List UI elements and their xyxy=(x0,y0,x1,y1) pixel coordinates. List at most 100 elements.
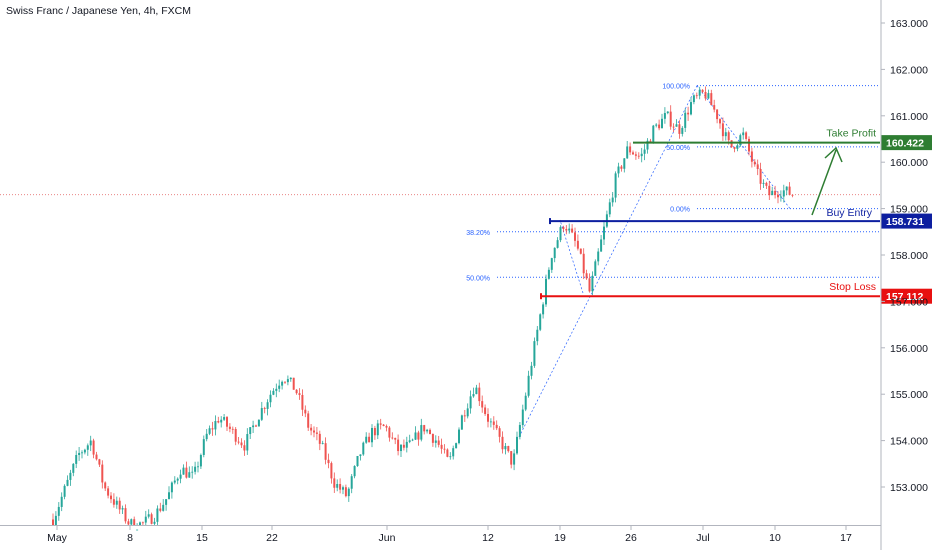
candle-body xyxy=(411,439,414,441)
candle-body xyxy=(431,434,434,443)
candle-body xyxy=(730,140,733,148)
candle-down xyxy=(629,142,632,156)
candle-body xyxy=(379,423,382,425)
candle-body xyxy=(208,428,211,434)
candle-down xyxy=(339,478,342,494)
candle-up xyxy=(336,479,339,492)
candle-body xyxy=(266,402,269,409)
candle-up xyxy=(530,361,533,380)
take-profit-price-tag-label: 160.422 xyxy=(886,138,924,150)
candle-body xyxy=(748,138,750,152)
price-tick-label: 161.000 xyxy=(890,111,928,123)
candle-up xyxy=(194,461,197,475)
candle-up xyxy=(655,123,658,128)
candle-up xyxy=(289,377,292,382)
candle-body xyxy=(394,437,397,440)
candle-body xyxy=(72,463,75,473)
candle-up xyxy=(176,477,179,485)
candle-up xyxy=(698,86,701,100)
candle-down xyxy=(234,427,237,446)
candle-body xyxy=(594,261,597,276)
time-tick-label: May xyxy=(47,532,68,544)
candle-body xyxy=(78,452,81,456)
candle-up xyxy=(170,481,173,499)
candle-body xyxy=(243,445,246,451)
candle-body xyxy=(765,182,768,186)
candle-up xyxy=(188,466,191,478)
candle-body xyxy=(501,436,504,450)
candle-body xyxy=(597,251,600,262)
candle-body xyxy=(646,140,649,150)
candle-body xyxy=(492,421,495,425)
candle-up xyxy=(347,487,350,502)
candle-body xyxy=(214,421,217,430)
candle-down xyxy=(368,432,371,443)
candle-body xyxy=(217,421,220,423)
candle-body xyxy=(466,408,469,417)
candle-up xyxy=(275,383,278,398)
candle-down xyxy=(701,89,704,94)
candle-body xyxy=(373,427,376,436)
candle-down xyxy=(446,448,449,458)
candle-up xyxy=(533,337,536,368)
candle-body xyxy=(779,196,782,198)
candle-down xyxy=(292,377,295,390)
candle-body xyxy=(295,389,298,394)
candle-up xyxy=(603,220,605,245)
fib-trend-line xyxy=(518,85,698,438)
candle-body xyxy=(179,474,182,479)
candle-up xyxy=(742,127,745,140)
candle-body xyxy=(576,240,579,249)
candle-down xyxy=(562,225,565,232)
candle-down xyxy=(756,159,759,176)
candle-body xyxy=(397,439,400,452)
candle-up xyxy=(191,466,194,479)
candle-body xyxy=(66,479,69,486)
candle-up xyxy=(640,147,643,163)
candle-body xyxy=(98,459,101,465)
candle-body xyxy=(400,444,402,452)
candle-down xyxy=(52,513,54,525)
candle-up xyxy=(707,89,710,100)
candle-body xyxy=(321,443,324,444)
candle-body xyxy=(481,401,484,408)
candle-up xyxy=(81,450,83,459)
candle-down xyxy=(112,493,115,508)
candle-body xyxy=(649,140,652,143)
candle-down xyxy=(620,164,623,172)
candle-body xyxy=(81,452,83,454)
candle-up xyxy=(130,518,133,525)
candle-body xyxy=(727,132,730,141)
candle-body xyxy=(675,124,678,127)
candle-body xyxy=(417,432,420,440)
candle-up xyxy=(550,257,553,273)
candle-body xyxy=(666,111,669,114)
candle-down xyxy=(423,424,426,435)
candle-body xyxy=(608,202,611,215)
candle-up xyxy=(539,313,542,332)
candle-body xyxy=(585,273,588,279)
candle-up xyxy=(489,418,492,428)
candle-body xyxy=(121,508,124,510)
candle-body xyxy=(255,425,257,427)
price-tick-label: 155.000 xyxy=(890,389,928,401)
candle-body xyxy=(733,147,736,149)
candle-up xyxy=(692,94,695,105)
candle-body xyxy=(768,185,771,196)
candle-down xyxy=(774,185,777,199)
candle-body xyxy=(376,423,379,436)
candle-body xyxy=(542,304,545,315)
candle-up xyxy=(466,403,469,419)
candle-body xyxy=(350,476,353,489)
candle-down xyxy=(304,405,307,418)
candle-up xyxy=(736,143,739,152)
buy-entry-label: Buy Entry xyxy=(826,207,872,219)
candle-body xyxy=(191,471,194,473)
price-tick-label: 158.000 xyxy=(890,250,928,262)
candle-down xyxy=(98,458,101,467)
candle-body xyxy=(495,424,498,429)
candle-down xyxy=(315,427,318,441)
candle-body xyxy=(655,124,658,126)
candle-down xyxy=(658,119,661,131)
